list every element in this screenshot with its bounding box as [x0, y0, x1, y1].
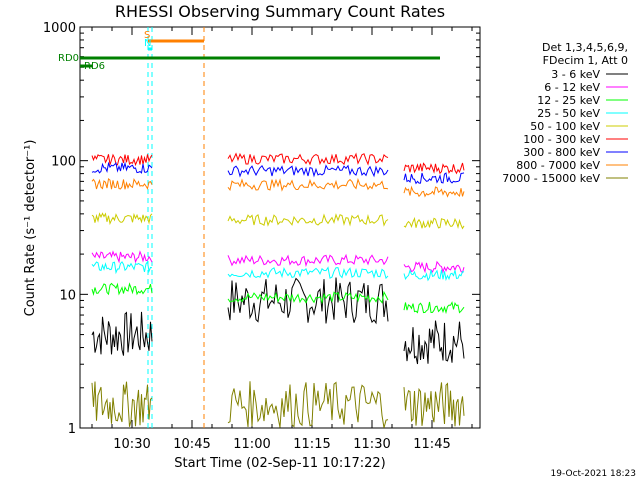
series-line-7-segment-0	[91, 177, 153, 190]
legend-header-line-2: FDecim 1, Att 0	[543, 54, 628, 67]
x-tick-label-1: 10:45	[173, 437, 210, 452]
series-line-3-segment-0	[91, 260, 153, 275]
series-line-4-segment-2	[403, 216, 465, 230]
legend-label-1: 6 - 12 keV	[544, 81, 600, 94]
series-2	[91, 282, 465, 315]
legend-header-line-1: Det 1,3,4,5,6,9,	[542, 41, 628, 54]
series-line-0-segment-1	[227, 277, 389, 325]
series-line-2-segment-2	[403, 301, 465, 315]
series-line-4-segment-1	[227, 213, 389, 227]
legend-label-8: 7000 - 15000 keV	[502, 172, 600, 185]
series-5	[91, 152, 465, 175]
y-tick-label-3: 1000	[43, 21, 76, 36]
legend-label-7: 800 - 7000 keV	[516, 159, 600, 172]
series-line-2-segment-0	[91, 282, 153, 297]
series-line-2-segment-1	[227, 290, 389, 305]
series-line-4-segment-0	[91, 212, 153, 226]
series-line-7-segment-1	[227, 177, 389, 192]
flag-label-n: N	[144, 38, 151, 49]
chart-title: RHESSI Observing Summary Count Rates	[115, 2, 445, 21]
series-1	[91, 250, 465, 274]
y-tick-label-2: 100	[51, 155, 76, 170]
x-tick-label-4: 11:30	[353, 437, 390, 452]
series-line-6-segment-0	[91, 161, 153, 174]
y-tick-label-1: 10	[59, 288, 76, 303]
plot-frame	[79, 26, 481, 429]
legend-label-3: 25 - 50 keV	[537, 107, 600, 120]
flag-label-rd6: RD6	[84, 61, 105, 72]
legend-label-4: 50 - 100 keV	[530, 120, 600, 133]
series-line-3-segment-1	[227, 266, 389, 280]
series-8	[91, 381, 465, 428]
series-line-1-segment-0	[91, 250, 153, 264]
timestamp: 19-Oct-2021 18:23	[551, 469, 636, 479]
flag-label-s: S	[144, 30, 150, 41]
y-tick-label-0: 1	[68, 422, 76, 437]
series-3	[91, 260, 465, 282]
series-line-8-segment-2	[403, 382, 465, 427]
series-line-0-segment-0	[91, 311, 153, 356]
series-6	[91, 161, 465, 185]
series-line-6-segment-2	[403, 172, 465, 185]
series-line-5-segment-0	[91, 153, 153, 167]
series-line-1-segment-2	[403, 260, 465, 274]
x-axis-label: Start Time (02-Sep-11 10:17:22)	[174, 456, 385, 471]
x-tick-label-5: 11:45	[413, 437, 450, 452]
flag-label-rd0: RD0	[58, 53, 79, 64]
series-line-6-segment-1	[227, 164, 389, 178]
x-tick-label-0: 10:30	[113, 437, 150, 452]
legend-label-5: 100 - 300 keV	[523, 133, 600, 146]
series-4	[91, 212, 465, 230]
series-0	[91, 277, 465, 365]
series-line-8-segment-0	[91, 381, 153, 427]
y-axis-label: Count Rate (s⁻¹ detector⁻¹)	[23, 140, 38, 317]
series-line-1-segment-1	[227, 253, 389, 267]
plot-area: 1 10 100 1000 10:30 10:45 11:00 11:15 11:30 11:45…	[43, 21, 481, 452]
series-line-8-segment-1	[227, 381, 389, 428]
series-line-0-segment-2	[403, 320, 465, 365]
legend-label-0: 3 - 6 keV	[551, 68, 600, 81]
x-tick-label-3: 11:15	[293, 437, 330, 452]
legend-label-6: 300 - 800 keV	[523, 146, 600, 159]
series-line-5-segment-2	[403, 162, 465, 175]
series-line-3-segment-2	[403, 268, 465, 282]
series-line-5-segment-1	[227, 152, 389, 166]
series-7	[91, 177, 465, 198]
legend-label-2: 12 - 25 keV	[537, 94, 600, 107]
series-line-7-segment-2	[403, 185, 465, 198]
x-tick-label-2: 11:00	[233, 437, 270, 452]
